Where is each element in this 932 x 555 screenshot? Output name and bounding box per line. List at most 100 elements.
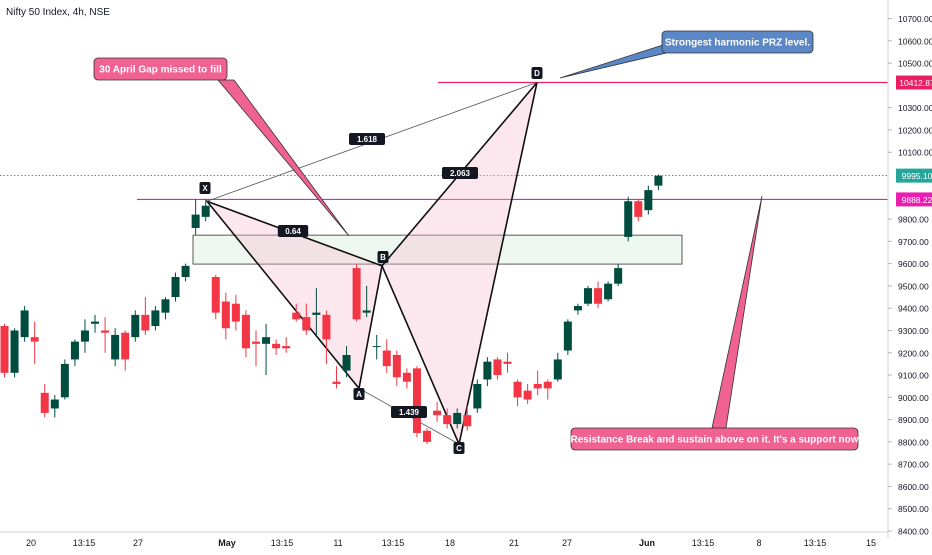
candle-body <box>10 330 19 373</box>
candle-body <box>30 337 39 342</box>
candle-body <box>231 303 240 322</box>
candle-body <box>70 341 79 360</box>
point-label-text: X <box>202 184 208 193</box>
ratio-label-box <box>349 133 385 145</box>
y-axis-tick-label: 8900.00 <box>898 415 929 425</box>
callout-box <box>93 57 228 81</box>
y-axis-tick-label: 9800.00 <box>898 215 929 225</box>
y-axis-tick-label: 8700.00 <box>898 460 929 470</box>
annotation-callout: 30 April Gap missed to fill <box>93 57 350 237</box>
candle-body <box>201 205 210 217</box>
x-axis-tick-label: 20 <box>26 538 36 548</box>
candle-body <box>513 381 522 398</box>
candle-body <box>141 314 150 331</box>
pattern-point-d: D <box>531 67 543 79</box>
x-axis-tick-label: 13:15 <box>73 538 96 548</box>
candle-body <box>272 343 281 349</box>
ratio-label-text: 0.64 <box>285 227 301 236</box>
point-label-text: B <box>380 253 386 262</box>
x-axis-tick-label: 15 <box>866 538 876 548</box>
annotation-callout: Strongest harmonic PRZ level. <box>559 30 814 79</box>
y-axis-tick-label: 10500.00 <box>898 59 932 69</box>
candle-body <box>80 330 89 342</box>
chart-title: Nifty 50 Index, 4h, NSE <box>6 7 110 18</box>
candle-body <box>654 175 663 186</box>
callout-text: 30 April Gap missed to fill <box>99 65 222 76</box>
candle-body <box>151 310 160 327</box>
point-label-box <box>199 182 211 194</box>
x-axis-tick-label: 13:15 <box>271 538 294 548</box>
candle-body <box>292 312 301 320</box>
candle-body <box>221 301 230 329</box>
x-axis-tick-label: 11 <box>333 538 342 548</box>
candle-body <box>543 381 552 389</box>
callout-text: Resistance Break and sustain above on it… <box>570 435 858 446</box>
candle-body <box>312 312 321 315</box>
candle-body <box>211 277 220 313</box>
pattern-point-a: A <box>353 388 365 400</box>
y-axis-tick-label: 9600.00 <box>898 259 929 269</box>
candle-body <box>372 346 381 348</box>
candle-body <box>392 354 401 378</box>
callout-pointer <box>217 79 350 237</box>
candle-body <box>423 430 432 442</box>
ratio-label-box <box>442 167 478 179</box>
candle-body <box>503 361 512 364</box>
y-axis-tick-label: 8600.00 <box>898 482 929 492</box>
y-axis-tick-label: 10200.00 <box>898 125 932 135</box>
point-label-text: C <box>456 444 462 453</box>
price-label-box <box>896 75 932 90</box>
candle-body <box>262 337 271 344</box>
x-axis-tick-label: 27 <box>133 538 143 548</box>
ratio-label-text: 1.439 <box>399 408 420 417</box>
point-label-box <box>377 251 389 263</box>
price-label: 9888.22 <box>896 192 932 207</box>
y-axis-tick-label: 10100.00 <box>898 148 932 158</box>
price-label-text: 9995.10 <box>902 171 932 181</box>
candle-body <box>573 305 582 311</box>
candle-body <box>352 268 361 320</box>
price-label: 10412.87 <box>896 75 932 90</box>
candle-body <box>111 334 120 360</box>
candle-body <box>433 410 442 416</box>
ratio-label-box <box>277 225 309 237</box>
y-axis-tick-label: 10700.00 <box>898 14 932 24</box>
x-axis-tick-label: 13:15 <box>692 538 715 548</box>
ratio-label: 1.618 <box>349 133 385 145</box>
price-label-box <box>896 192 932 207</box>
y-axis-tick-label: 9000.00 <box>898 393 929 403</box>
candle-body <box>473 383 482 409</box>
callout-box <box>661 30 814 54</box>
y-axis-tick-label: 8800.00 <box>898 437 929 447</box>
point-label-box <box>453 442 465 454</box>
pattern-point-b: B <box>377 251 389 263</box>
ratio-label: 2.063 <box>442 167 478 179</box>
candle-body <box>342 354 351 371</box>
price-label-text: 9888.22 <box>902 195 932 205</box>
candle-body <box>382 350 391 367</box>
candle-body <box>171 277 180 298</box>
candle-body <box>533 383 542 389</box>
x-axis-tick-label: 8 <box>756 538 761 548</box>
candle-body <box>624 201 633 237</box>
price-label-text: 10412.87 <box>899 78 932 88</box>
candle-body <box>463 415 472 427</box>
y-axis-tick-label: 10600.00 <box>898 36 932 46</box>
candle-body <box>594 288 603 304</box>
candle-body <box>402 372 411 382</box>
candle-body <box>583 288 592 304</box>
x-axis-tick-label: 18 <box>445 538 455 548</box>
candle-body <box>50 399 59 409</box>
price-label: 9995.10 <box>896 168 932 183</box>
ratio-label-text: 1.618 <box>357 135 378 144</box>
candle-body <box>241 314 250 349</box>
ratio-label-text: 2.063 <box>450 169 471 178</box>
callout-pointer <box>559 43 667 79</box>
x-axis-tick-label: May <box>218 538 236 548</box>
y-axis-tick-label: 9100.00 <box>898 371 929 381</box>
point-label-text: A <box>356 390 362 399</box>
y-axis-tick-label: 9400.00 <box>898 304 929 314</box>
candle-body <box>252 341 260 344</box>
